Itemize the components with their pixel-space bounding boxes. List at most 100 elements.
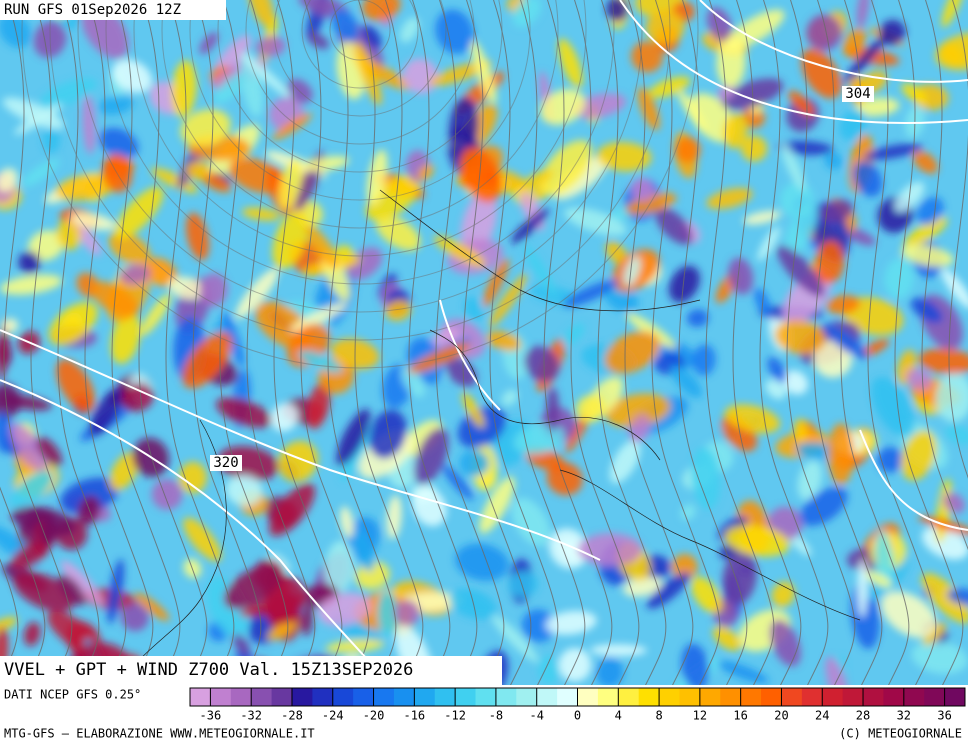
coastline [379, 189, 701, 312]
field-cell [508, 571, 539, 598]
field-cell [765, 379, 786, 400]
colorbar-tick-label: -12 [444, 709, 466, 723]
streamline [273, 0, 343, 685]
field-cell [242, 207, 280, 221]
field-cell [21, 158, 60, 187]
field-cell [399, 17, 420, 43]
field-cell [185, 212, 210, 261]
field-cell [864, 143, 923, 160]
field-cell [185, 161, 211, 180]
contour-label-box [210, 455, 242, 471]
colorbar-swatch [373, 688, 395, 706]
field-cell [13, 571, 75, 612]
field-cell [365, 175, 420, 221]
field-cell [10, 541, 50, 570]
field-cell [827, 423, 855, 485]
field-cell [151, 478, 183, 510]
field-cell [112, 59, 153, 93]
field-cell [305, 225, 339, 269]
field-cell [674, 136, 701, 163]
field-cell [303, 156, 350, 172]
field-cell [692, 344, 716, 376]
colorbar-tick-label: 0 [574, 709, 581, 723]
colorbar-swatch [516, 688, 538, 706]
field-cell [604, 285, 639, 313]
field-cell [97, 95, 134, 115]
field-cell [717, 660, 769, 684]
streamline [77, 0, 643, 313]
field-cell [0, 274, 63, 295]
field-cell [562, 323, 585, 347]
streamline [570, 0, 640, 685]
field-cell [403, 420, 443, 456]
field-cell [240, 52, 292, 98]
colorbar-swatch [414, 688, 436, 706]
field-cell [385, 300, 412, 321]
field-cell [324, 540, 355, 593]
field-cell [769, 619, 801, 667]
field-cell [435, 9, 474, 54]
credit-right: (C) METEOGIORNALE [839, 727, 962, 741]
field-cell [881, 591, 938, 639]
colorbar-swatch [536, 688, 558, 706]
colorbar-swatch [883, 688, 905, 706]
field-cell [178, 461, 207, 494]
field-cell [151, 167, 198, 194]
field-cell [918, 348, 968, 375]
field-cell [842, 33, 889, 84]
colorbar-swatch [475, 688, 497, 706]
coastline [559, 469, 861, 621]
field-cell [680, 504, 696, 521]
colorbar-tick-label: 32 [897, 709, 911, 723]
field-cell [0, 318, 9, 380]
field-cell [921, 572, 968, 624]
field-cell [408, 342, 471, 374]
field-cell [402, 58, 439, 94]
colorbar-swatch [312, 688, 334, 706]
map-title: VVEL + GPT + WIND Z700 Val. 15Z13SEP2026 [4, 660, 413, 680]
contour [859, 429, 968, 531]
field-cell [635, 0, 684, 17]
field-cell [857, 559, 868, 618]
field-cell [793, 418, 808, 442]
field-cell [102, 154, 133, 193]
colorbar-swatch [781, 688, 803, 706]
streamline [217, 0, 503, 173]
field-cell [199, 273, 228, 307]
height-contours [0, 0, 968, 685]
field-cell [677, 89, 707, 133]
field-cell [799, 487, 848, 526]
field-cell [648, 76, 691, 98]
field-cell [119, 264, 151, 284]
field-cell [741, 135, 768, 162]
field-cell [317, 592, 372, 627]
field-cell [386, 495, 402, 540]
streamline [516, 0, 586, 685]
streamline [597, 0, 667, 685]
colorbar-swatch [557, 688, 578, 706]
streamline [133, 0, 587, 257]
field-cell [375, 215, 421, 251]
field-cell [623, 576, 663, 597]
colorbar-swatch [761, 688, 782, 706]
field-cell [630, 177, 655, 203]
field-cell [813, 340, 853, 378]
contour-label: 320 [213, 455, 238, 471]
field-cell [853, 161, 883, 197]
field-cell [401, 365, 426, 398]
field-cell [120, 603, 149, 632]
field-cell [445, 357, 477, 387]
credit-left: MTG-GFS — ELABORAZIONE WWW.METEOGIORNALE… [4, 727, 315, 741]
streamline [273, 0, 447, 117]
colorbar-tick-label: -32 [240, 709, 262, 723]
streamline [327, 0, 397, 685]
field-cell [771, 581, 795, 608]
field-cell [511, 208, 549, 244]
field-cell [235, 268, 279, 319]
streamline [161, 0, 559, 229]
field-cell [140, 293, 172, 336]
streamline [651, 0, 721, 685]
field-cell [55, 173, 119, 201]
colorbar-swatch [393, 688, 415, 706]
